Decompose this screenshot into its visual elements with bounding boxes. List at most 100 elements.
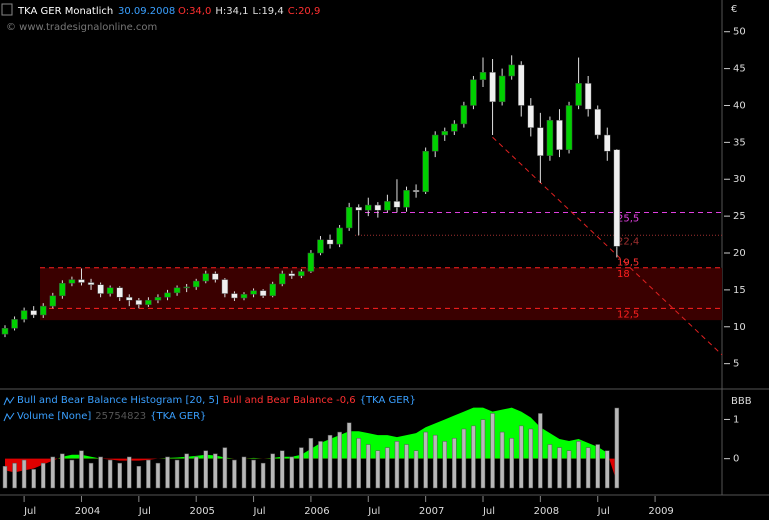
volume-bar	[69, 459, 75, 489]
candle-body	[498, 75, 506, 103]
level-label: 22,4	[617, 236, 639, 247]
candle-body	[202, 273, 210, 282]
y-label: BBB	[731, 396, 752, 407]
symbol-icon	[1, 3, 13, 16]
y-unit: €	[731, 4, 737, 15]
candle-body	[145, 299, 152, 305]
volume-bar	[413, 450, 419, 489]
legend-icon	[3, 412, 15, 422]
candle-body	[508, 64, 515, 77]
candle-body	[556, 119, 563, 150]
chart-date: 30.09.2008	[118, 6, 175, 17]
candle-body	[470, 79, 477, 106]
x-tick-label: Jul	[482, 506, 495, 517]
volume-bar	[557, 447, 562, 489]
y-tick-label: 50	[733, 27, 746, 38]
volume-bar	[490, 413, 495, 489]
volume-bar	[547, 444, 553, 489]
volume-bar	[2, 466, 8, 489]
candle-body	[565, 105, 573, 150]
candle-body	[250, 290, 257, 295]
volume-bar	[60, 453, 65, 489]
volume-bar	[213, 453, 218, 489]
candle-body	[336, 227, 343, 245]
legend-entry: Bull and Bear Balance -0,6	[223, 395, 356, 406]
candle-body	[192, 280, 200, 288]
y-tick-label: 25	[733, 211, 746, 222]
volume-bar	[289, 456, 295, 489]
y-tick-label: 20	[733, 248, 746, 259]
candle-body	[613, 149, 621, 247]
legend-entry: Volume [None]	[17, 411, 91, 422]
candle-body	[221, 279, 229, 294]
x-tick-label: 2006	[304, 506, 329, 517]
candle-body	[212, 273, 219, 280]
volume-bar	[518, 425, 524, 489]
candle-body	[68, 279, 76, 284]
volume-bar	[184, 453, 189, 489]
volume-bar	[327, 434, 333, 489]
histogram-area	[5, 407, 617, 483]
x-tick-label: Jul	[138, 506, 151, 517]
candle-body	[154, 297, 162, 301]
volume-bar	[614, 407, 620, 489]
candle-body	[11, 319, 18, 329]
candle-body	[30, 310, 37, 316]
volume-bar	[31, 469, 36, 489]
volume-bar	[193, 456, 199, 489]
candle-body	[527, 105, 535, 128]
x-tick-label: 2007	[419, 506, 444, 517]
candle-body	[604, 134, 611, 152]
candle-body	[135, 299, 143, 305]
volume-bar	[40, 462, 46, 489]
volume-bar	[337, 431, 342, 489]
y-tick-label: 1	[733, 414, 739, 425]
volume-bar	[12, 462, 17, 489]
candle-body	[288, 273, 296, 277]
candle-body	[164, 292, 171, 298]
volume-bar	[136, 466, 142, 489]
volume-bar	[528, 428, 534, 489]
volume-bar	[509, 438, 514, 489]
candle-body	[1, 328, 9, 335]
candle-body	[97, 284, 104, 294]
y-tick-label: 45	[733, 64, 746, 75]
volume-bar	[107, 459, 113, 489]
level-label: 18	[617, 269, 630, 280]
candle-body	[393, 201, 401, 208]
candle-body	[374, 204, 382, 211]
volume-bar	[127, 456, 132, 489]
volume-bar	[538, 413, 543, 489]
volume-bar	[452, 438, 457, 489]
trend-line	[492, 136, 723, 356]
volume-bar	[404, 444, 409, 489]
candle-body	[183, 286, 190, 289]
volume-bar	[585, 447, 591, 489]
volume-bar	[385, 447, 390, 489]
y-tick-label: 10	[733, 322, 746, 333]
candle-body	[412, 190, 420, 193]
x-tick-label: Jul	[23, 506, 36, 517]
y-tick-label: 5	[733, 359, 739, 370]
volume-bar	[308, 438, 314, 489]
candle-body	[39, 305, 47, 316]
candle-body	[451, 123, 458, 132]
y-tick-label: 0	[733, 454, 739, 465]
candle-body	[326, 239, 334, 245]
x-tick-label: 2009	[648, 506, 673, 517]
ohlc-label: L:19,4	[253, 6, 284, 17]
volume-bar	[155, 462, 161, 489]
candle-body	[384, 201, 391, 211]
candle-body	[537, 127, 544, 156]
candle-body	[240, 294, 248, 299]
volume-bar	[375, 450, 381, 489]
ohlc-label: O:34,0	[178, 6, 211, 17]
candle-body	[431, 134, 439, 152]
volume-bar	[270, 453, 275, 489]
legend-entry: Bull and Bear Balance Histogram [20, 5]	[17, 395, 219, 406]
y-tick-label: 30	[733, 174, 746, 185]
volume-bar	[165, 456, 170, 489]
y-tick-label: 15	[733, 285, 746, 296]
volume-bar	[356, 438, 361, 489]
